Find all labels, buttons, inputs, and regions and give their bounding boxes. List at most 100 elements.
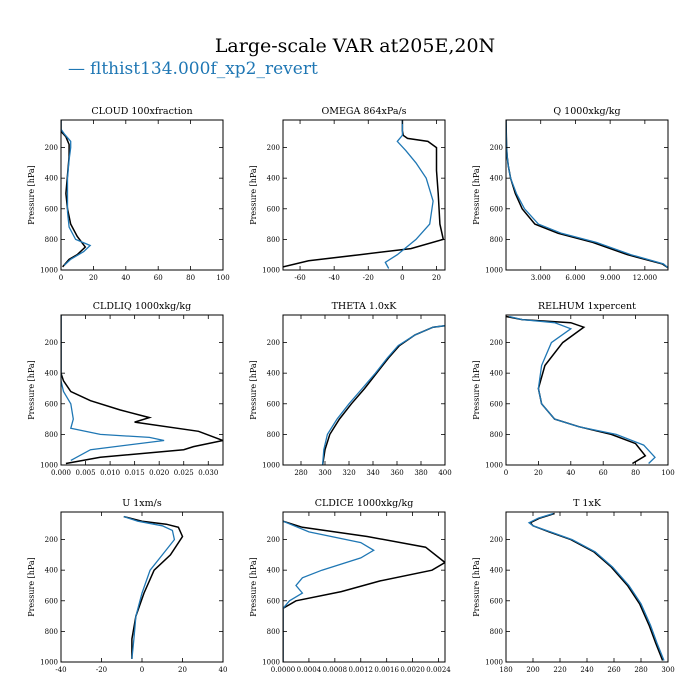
- series-line-reference: [283, 120, 445, 268]
- y-tick-label: 800: [267, 628, 280, 636]
- x-tick-label: 0.0024: [426, 666, 451, 674]
- x-tick-label: 20: [178, 666, 187, 674]
- plot-frame: [505, 314, 669, 466]
- y-tick-label: 1000: [40, 267, 58, 275]
- x-tick-label: 0.000: [51, 469, 71, 477]
- series-line-experiment: [527, 512, 665, 661]
- series-line-reference: [529, 512, 664, 661]
- x-tick-label: -60: [294, 274, 305, 282]
- x-tick-label: 100: [216, 274, 229, 282]
- series-line-experiment: [506, 120, 668, 269]
- y-tick-label: 200: [267, 339, 280, 347]
- y-axis-label: Pressure [hPa]: [249, 165, 258, 225]
- y-tick-label: 600: [490, 597, 503, 605]
- subplot-9: T 1xK Pressure [hPa] 180 200 220 240 260 280 300…: [472, 498, 675, 674]
- x-tick-label: -20: [96, 666, 107, 674]
- subplot-grid: CLOUD 100xfraction Pressure [hPa] 0 20 40 60 8…: [27, 106, 675, 674]
- x-tick-label: 40: [219, 666, 228, 674]
- y-tick-label: 400: [45, 567, 58, 575]
- x-tick-label: 60: [154, 274, 163, 282]
- y-tick-label: 600: [490, 205, 503, 213]
- series-line-experiment: [509, 315, 656, 464]
- y-tick-label: 800: [45, 628, 58, 636]
- x-tick-label: 40: [121, 274, 130, 282]
- y-tick-label: 800: [267, 236, 280, 244]
- y-tick-label: 400: [267, 567, 280, 575]
- x-tick-label: 12.000: [633, 274, 658, 282]
- x-tick-label: 380: [414, 469, 427, 477]
- plot-frame: [60, 511, 224, 663]
- y-tick-label: 600: [267, 597, 280, 605]
- y-tick-label: 400: [45, 370, 58, 378]
- x-tick-label: 0: [59, 274, 63, 282]
- y-tick-label: 1000: [485, 462, 503, 470]
- y-axis-label: Pressure [hPa]: [27, 165, 36, 225]
- series-line-reference: [283, 520, 445, 662]
- x-tick-label: 3.000: [531, 274, 551, 282]
- x-tick-label: 280: [294, 469, 307, 477]
- y-axis-label: Pressure [hPa]: [249, 360, 258, 420]
- y-tick-label: 800: [490, 431, 503, 439]
- y-tick-label: 200: [45, 144, 58, 152]
- y-tick-label: 1000: [40, 462, 58, 470]
- series-line-reference: [61, 120, 87, 268]
- plot-frame: [282, 119, 446, 271]
- x-tick-label: 0.0012: [349, 666, 374, 674]
- subplot-1: CLOUD 100xfraction Pressure [hPa] 0 20 40 60 8…: [27, 106, 230, 282]
- x-tick-label: 260: [607, 666, 620, 674]
- y-axis-label: Pressure [hPa]: [27, 360, 36, 420]
- plot-frame: [505, 511, 669, 663]
- x-tick-label: 0.015: [125, 469, 145, 477]
- x-tick-label: 220: [553, 666, 566, 674]
- y-tick-label: 400: [267, 370, 280, 378]
- x-tick-label: 320: [342, 469, 355, 477]
- x-tick-label: 0.030: [198, 469, 218, 477]
- subplot-title: CLDLIQ 1000xkg/kg: [93, 301, 191, 312]
- subplot-3: Q 1000xkg/kg Pressure [hPa] 3.000 6.000 9.00…: [472, 106, 669, 282]
- y-tick-label: 600: [45, 597, 58, 605]
- plot-frame: [282, 314, 446, 466]
- legend-marker: —: [68, 59, 85, 79]
- series-line-reference: [123, 515, 184, 659]
- y-tick-label: 400: [490, 175, 503, 183]
- x-tick-label: -40: [329, 274, 340, 282]
- legend-label: flthist134.000f_xp2_revert: [90, 59, 318, 79]
- y-tick-label: 800: [45, 431, 58, 439]
- subplot-title: U 1xm/s: [122, 498, 162, 509]
- subplot-6: RELHUM 1xpercent Pressure [hPa] 0 20 40 60 80 1…: [472, 301, 675, 477]
- x-tick-label: 0.0000: [271, 666, 296, 674]
- subplot-4: CLDLIQ 1000xkg/kg Pressure [hPa] 0.000 0.00…: [27, 301, 224, 477]
- plot-frame: [282, 511, 446, 663]
- x-tick-label: 0.0016: [374, 666, 399, 674]
- x-tick-label: 200: [526, 666, 539, 674]
- series-line-experiment: [61, 120, 92, 266]
- series-line-experiment: [123, 515, 176, 659]
- y-tick-label: 1000: [262, 462, 280, 470]
- plot-frame: [505, 119, 669, 271]
- x-tick-label: 0.020: [149, 469, 169, 477]
- y-tick-label: 400: [45, 175, 58, 183]
- y-tick-label: 200: [45, 339, 58, 347]
- y-axis-label: Pressure [hPa]: [249, 557, 258, 617]
- x-tick-label: 0.010: [100, 469, 120, 477]
- y-tick-label: 600: [45, 205, 58, 213]
- series-line-experiment: [384, 120, 434, 269]
- series-line-reference: [61, 315, 223, 465]
- x-tick-label: 20: [89, 274, 98, 282]
- y-tick-label: 400: [267, 175, 280, 183]
- series-line-reference: [506, 315, 647, 465]
- y-tick-label: 1000: [262, 267, 280, 275]
- y-tick-label: 200: [490, 339, 503, 347]
- series-line-reference: [506, 120, 668, 269]
- y-tick-label: 200: [267, 144, 280, 152]
- x-tick-label: 100: [661, 469, 674, 477]
- subplot-2: OMEGA 864xPa/s Pressure [hPa] -60 -40 -20 0 20…: [249, 106, 446, 282]
- subplot-title: RELHUM 1xpercent: [538, 301, 636, 312]
- y-tick-label: 800: [490, 628, 503, 636]
- y-axis-label: Pressure [hPa]: [472, 165, 481, 225]
- y-tick-label: 1000: [40, 659, 58, 667]
- x-tick-label: 240: [580, 666, 593, 674]
- series-line-reference: [321, 324, 445, 465]
- subplot-5: THETA 1.0xK Pressure [hPa] 280 300 320 340 360…: [249, 301, 452, 477]
